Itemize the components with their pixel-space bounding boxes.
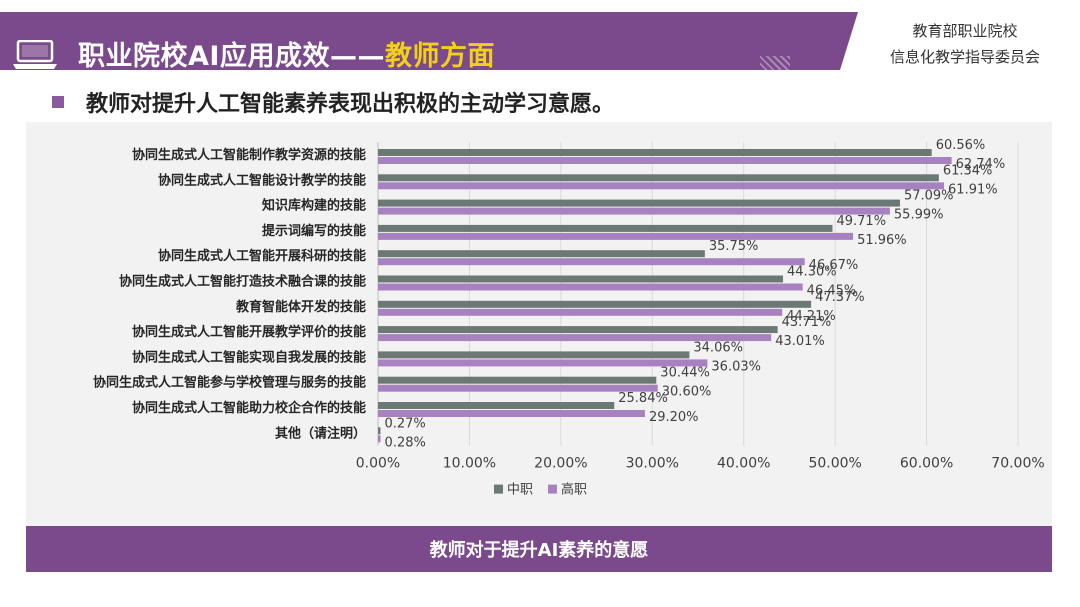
data-label: 55.99%: [894, 208, 944, 223]
data-label: 30.44%: [660, 366, 710, 381]
header: 职业院校AI应用成效——教师方面 教育部职业院校 信息化教学指导委员会: [0, 0, 1080, 84]
data-label: 46.67%: [809, 258, 859, 273]
data-label: 43.71%: [782, 315, 832, 330]
bar-gaozhi: [378, 410, 645, 417]
bar-gaozhi: [378, 384, 658, 392]
organization-line-1: 教育部职业院校: [912, 22, 1018, 40]
data-label: 44.30%: [787, 265, 837, 280]
category-label: 协同生成式人工智能参与学校管理与服务的技能: [93, 375, 366, 391]
category-label: 协同生成式人工智能打造技术融合课的技能: [119, 274, 366, 290]
x-tick-label: 40.00%: [717, 456, 770, 472]
bar-zhongzhi: [378, 224, 833, 232]
bar-gaozhi: [378, 258, 805, 266]
data-label: 36.03%: [711, 359, 761, 374]
category-label: 协同生成式人工智能实现自我发展的技能: [132, 349, 366, 365]
x-tick-label: 30.00%: [626, 456, 679, 472]
data-label: 44.21%: [786, 309, 836, 324]
legend-label: 高职: [561, 482, 587, 498]
data-label: 61.91%: [948, 182, 998, 197]
category-label: 教育智能体开发的技能: [235, 299, 366, 315]
subtitle-text: 教师对提升人工智能素养表现出积极的主动学习意愿。: [86, 92, 615, 117]
organization-line-2: 信息化教学指导委员会: [889, 48, 1040, 66]
bar-zhongzhi: [378, 351, 690, 359]
data-label: 0.27%: [384, 416, 425, 431]
bar-zhongzhi: [378, 174, 939, 182]
data-label: 43.01%: [775, 334, 825, 349]
bar-zhongzhi: [378, 376, 657, 384]
data-label: 60.56%: [936, 138, 986, 153]
bar-gaozhi: [378, 283, 803, 291]
bar-zhongzhi: [378, 275, 784, 283]
data-label: 35.75%: [709, 239, 759, 254]
page-title: 职业院校AI应用成效——教师方面: [78, 34, 495, 73]
bar-gaozhi: [378, 435, 381, 443]
data-label: 25.84%: [618, 391, 668, 406]
legend-label: 中职: [507, 483, 533, 498]
x-tick-label: 50.00%: [808, 456, 861, 472]
bar-gaozhi: [378, 334, 772, 342]
data-label: 51.96%: [857, 233, 907, 248]
bullet-square-icon: [52, 96, 64, 108]
page-title-highlight: 教师方面: [384, 41, 495, 72]
data-label: 57.09%: [904, 189, 954, 204]
x-tick-label: 70.00%: [991, 456, 1044, 472]
x-tick-label: 60.00%: [900, 456, 953, 472]
data-label: 62.74%: [956, 157, 1006, 172]
legend-swatch: [494, 484, 503, 494]
category-label: 协同生成式人工智能开展教学评价的技能: [132, 324, 366, 340]
header-bar: 职业院校AI应用成效——教师方面: [0, 12, 858, 73]
page-title-prefix: 职业院校AI应用成效——: [78, 41, 385, 72]
bar-zhongzhi: [378, 402, 615, 409]
x-tick-label: 10.00%: [443, 456, 496, 472]
data-label: 0.28%: [385, 435, 426, 450]
category-label: 协同生成式人工智能开展科研的技能: [158, 248, 366, 264]
category-label: 协同生成式人工智能制作教学资源的技能: [132, 147, 366, 163]
category-label: 协同生成式人工智能助力校企合作的技能: [132, 400, 366, 416]
data-label: 49.71%: [836, 214, 886, 229]
subtitle: 教师对提升人工智能素养表现出积极的主动学习意愿。: [52, 86, 614, 118]
category-label: 知识库构建的技能: [262, 198, 366, 214]
bar-gaozhi: [378, 207, 890, 215]
category-label: 其他（请注明）: [275, 425, 366, 441]
data-label: 61.34%: [943, 163, 993, 178]
footer-band: 教师对于提升AI素养的意愿: [26, 526, 1052, 572]
bar-zhongzhi: [378, 427, 381, 435]
bar-zhongzhi: [378, 326, 778, 334]
category-label: 提示词编写的技能: [262, 223, 366, 239]
data-label: 29.20%: [649, 410, 699, 425]
chart-panel: [26, 122, 1052, 572]
bar-gaozhi: [378, 308, 783, 316]
bar-zhongzhi: [378, 149, 932, 156]
bar-gaozhi: [378, 157, 952, 164]
decorative-stripes: [760, 56, 790, 72]
data-label: 47.37%: [815, 290, 865, 305]
bar-gaozhi: [378, 182, 945, 190]
laptop-icon: [13, 40, 57, 69]
data-label: 46.45%: [807, 284, 857, 299]
category-label: 协同生成式人工智能设计教学的技能: [158, 172, 366, 188]
bar-gaozhi: [378, 232, 854, 240]
bar-gaozhi: [378, 359, 708, 367]
organization-name: 教育部职业院校 信息化教学指导委员会: [850, 18, 1080, 70]
x-tick-label: 0.00%: [356, 456, 400, 472]
bar-zhongzhi: [378, 300, 812, 308]
bar-zhongzhi: [378, 250, 705, 258]
legend-swatch: [548, 484, 557, 494]
x-tick-label: 20.00%: [534, 456, 587, 472]
data-label: 30.60%: [662, 385, 712, 400]
bar-zhongzhi: [378, 199, 900, 207]
footer-caption: 教师对于提升AI素养的意愿: [429, 540, 649, 561]
data-label: 34.06%: [693, 340, 743, 355]
